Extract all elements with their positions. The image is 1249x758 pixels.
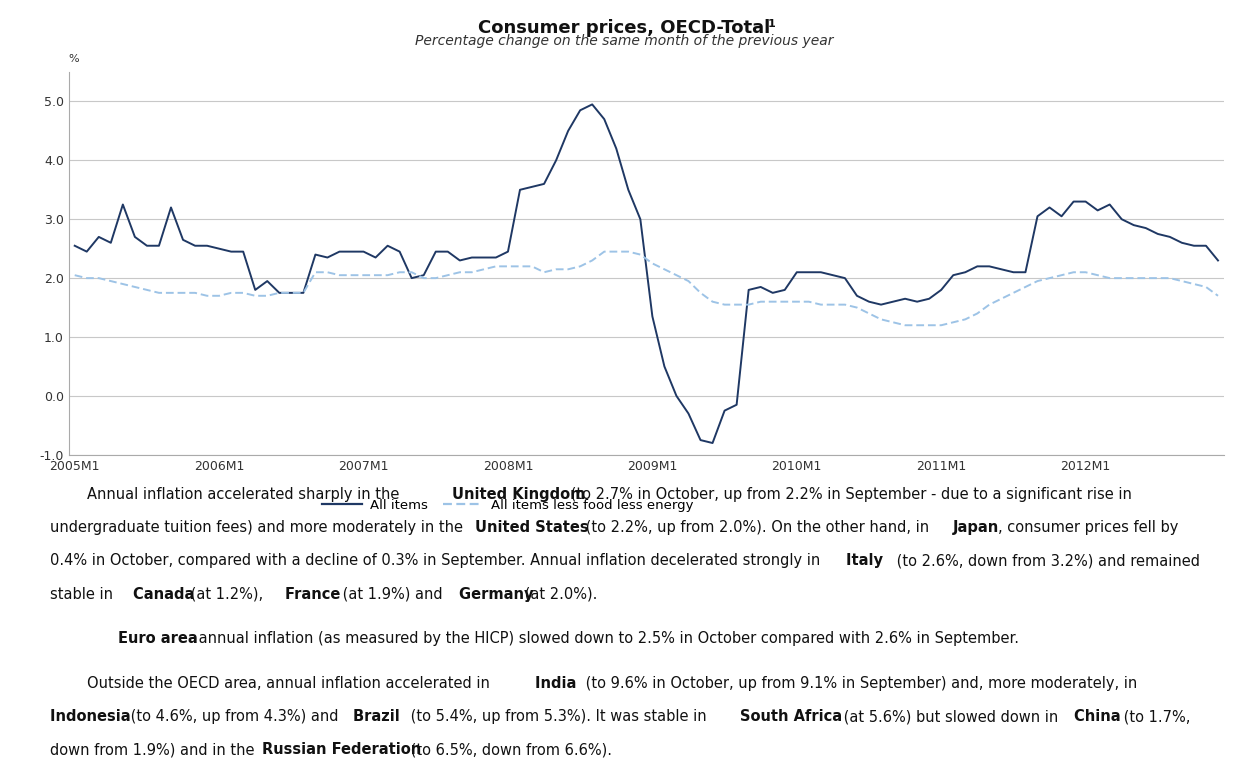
Text: (to 5.4%, up from 5.3%). It was stable in: (to 5.4%, up from 5.3%). It was stable i… — [406, 709, 716, 724]
Text: (to 2.6%, down from 3.2%) and remained: (to 2.6%, down from 3.2%) and remained — [892, 553, 1204, 568]
Text: (to 1.7%,: (to 1.7%, — [1119, 709, 1195, 724]
Text: (at 1.2%),: (at 1.2%), — [186, 587, 272, 602]
Legend: All items, All items less food less energy: All items, All items less food less ener… — [317, 493, 698, 517]
Text: Outside the OECD area, annual inflation accelerated in: Outside the OECD area, annual inflation … — [50, 676, 500, 691]
Text: Canada: Canada — [134, 587, 200, 602]
Text: India: India — [536, 676, 582, 691]
Text: Indonesia: Indonesia — [50, 709, 136, 724]
Text: stable in: stable in — [50, 587, 122, 602]
Text: Annual inflation accelerated sharply in the: Annual inflation accelerated sharply in … — [50, 487, 408, 503]
Text: %: % — [69, 55, 80, 64]
Text: Italy: Italy — [847, 553, 888, 568]
Text: (at 2.0%).: (at 2.0%). — [520, 587, 602, 602]
Text: down from 1.9%) and in the: down from 1.9%) and in the — [50, 742, 264, 757]
Text: Japan: Japan — [953, 520, 1004, 535]
Text: France: France — [285, 587, 346, 602]
Text: 1: 1 — [768, 19, 776, 29]
Text: Percentage change on the same month of the previous year: Percentage change on the same month of t… — [415, 34, 834, 48]
Text: Germany: Germany — [460, 587, 540, 602]
Text: 0.4% in October, compared with a decline of 0.3% in September. Annual inflation : 0.4% in October, compared with a decline… — [50, 553, 829, 568]
Text: Euro area: Euro area — [119, 631, 204, 647]
Text: Consumer prices, OECD-Total: Consumer prices, OECD-Total — [478, 19, 771, 37]
Text: annual inflation (as measured by the HICP) slowed down to 2.5% in October compar: annual inflation (as measured by the HIC… — [194, 631, 1024, 647]
Text: United Kingdom: United Kingdom — [452, 487, 591, 503]
Text: (to 2.7% in October, up from 2.2% in September - due to a significant rise in: (to 2.7% in October, up from 2.2% in Sep… — [566, 487, 1137, 503]
Text: South Africa: South Africa — [741, 709, 847, 724]
Text: (to 2.2%, up from 2.0%). On the other hand, in: (to 2.2%, up from 2.0%). On the other ha… — [581, 520, 938, 535]
Text: (at 1.9%) and: (at 1.9%) and — [338, 587, 452, 602]
Text: , consumer prices fell by: , consumer prices fell by — [998, 520, 1183, 535]
Text: (to 4.6%, up from 4.3%) and: (to 4.6%, up from 4.3%) and — [126, 709, 347, 724]
Text: undergraduate tuition fees) and more moderately in the: undergraduate tuition fees) and more mod… — [50, 520, 472, 535]
Text: Brazil: Brazil — [353, 709, 405, 724]
Text: (to 9.6% in October, up from 9.1% in September) and, more moderately, in: (to 9.6% in October, up from 9.1% in Sep… — [581, 676, 1147, 691]
Text: China: China — [1074, 709, 1125, 724]
Text: (at 5.6%) but slowed down in: (at 5.6%) but slowed down in — [838, 709, 1067, 724]
Text: (to 6.5%, down from 6.6%).: (to 6.5%, down from 6.6%). — [406, 742, 617, 757]
Text: Russian Federation: Russian Federation — [262, 742, 427, 757]
Text: United States: United States — [475, 520, 593, 535]
